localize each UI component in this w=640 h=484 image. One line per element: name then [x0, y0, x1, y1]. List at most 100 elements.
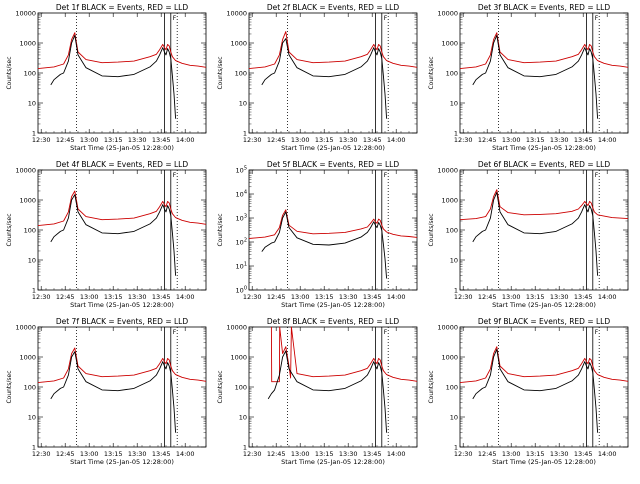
chart-title: Det 4f BLACK = Events, RED = LLD — [56, 160, 189, 169]
x-tick-label: 13:15 — [104, 450, 123, 458]
x-axis-label: Start Time (25-Jan-05 12:28:00) — [281, 144, 385, 152]
y-tick-label: 100 — [446, 70, 458, 78]
y-tick-exponent: 1 — [244, 262, 247, 268]
top-marker-label: F — [595, 15, 599, 22]
x-tick-label: 12:45 — [267, 293, 286, 301]
y-tick-label: 100 — [235, 384, 247, 392]
top-marker-label: F — [173, 329, 177, 336]
x-tick-label: 13:45 — [152, 136, 171, 144]
y-tick-exponent: 5 — [244, 166, 247, 172]
y-tick-label: 10 — [450, 100, 458, 108]
chart-title: Det 1f BLACK = Events, RED = LLD — [56, 3, 189, 12]
events-series-line — [472, 34, 599, 119]
x-tick-label: 12:30 — [243, 136, 262, 144]
x-axis-label: Start Time (25-Jan-05 12:28:00) — [281, 458, 385, 466]
panel-4: Det 4f BLACK = Events, RED = LLD 12:30 12:… — [6, 160, 207, 309]
x-tick-label: 12:30 — [454, 293, 473, 301]
y-tick-label: 100 — [24, 227, 36, 235]
y-tick-label: 1 — [243, 130, 247, 138]
y-tick-label: 100 — [235, 70, 247, 78]
y-tick-label: 100 — [446, 384, 458, 392]
x-tick-label: 13:45 — [363, 293, 382, 301]
x-tick-label: 14:00 — [387, 293, 406, 301]
y-tick-label: 10000 — [226, 324, 247, 332]
x-tick-label: 13:45 — [363, 136, 382, 144]
y-tick-label: 1000 — [19, 354, 36, 362]
x-tick-label: 14:00 — [176, 136, 195, 144]
x-tick-label: 13:30 — [339, 136, 358, 144]
lld-series-line — [248, 209, 418, 239]
top-marker-label: F — [384, 15, 388, 22]
x-tick-label: 12:45 — [56, 450, 75, 458]
y-tick-label: 1 — [32, 444, 36, 452]
lld-series-line — [37, 347, 207, 384]
events-series-line — [50, 351, 177, 433]
y-tick-label: 1 — [243, 444, 247, 452]
y-tick-label: 10 — [28, 100, 36, 108]
chart-title: Det 7f BLACK = Events, RED = LLD — [56, 317, 189, 326]
y-tick-label: 102 — [236, 238, 247, 247]
x-tick-label: 13:15 — [104, 293, 123, 301]
x-tick-label: 13:45 — [152, 293, 171, 301]
x-tick-label: 12:45 — [478, 136, 497, 144]
panel-8: Det 8f BLACK = Events, RED = LLD 12:30 12:… — [217, 317, 418, 466]
panel-2: Det 2f BLACK = Events, RED = LLD 12:30 12:… — [217, 3, 418, 152]
y-tick-label: 100 — [24, 384, 36, 392]
y-tick-label: 10 — [450, 257, 458, 265]
x-tick-label: 14:00 — [387, 136, 406, 144]
events-series-line — [472, 348, 599, 433]
y-tick-label: 1 — [454, 444, 458, 452]
top-marker-label: F — [595, 329, 599, 336]
x-tick-label: 13:00 — [291, 293, 310, 301]
top-marker-label: F — [173, 15, 177, 22]
chart-title: Det 2f BLACK = Events, RED = LLD — [267, 3, 400, 12]
chart-title: Det 9f BLACK = Events, RED = LLD — [478, 317, 611, 326]
x-tick-label: 13:00 — [80, 293, 99, 301]
x-tick-label: 13:45 — [574, 136, 593, 144]
y-tick-label: 10000 — [226, 10, 247, 18]
panel-1: Det 1f BLACK = Events, RED = LLD 12:30 12:… — [6, 3, 207, 152]
y-tick-exponent: 0 — [244, 286, 247, 292]
y-tick-label: 1000 — [19, 40, 36, 48]
y-tick-label: 10000 — [15, 324, 36, 332]
x-tick-label: 13:15 — [526, 450, 545, 458]
x-tick-label: 13:15 — [104, 136, 123, 144]
y-tick-label: 1000 — [441, 40, 458, 48]
y-axis-label: Counts/sec — [6, 56, 13, 89]
x-tick-label: 13:15 — [315, 450, 334, 458]
x-tick-label: 13:00 — [502, 450, 521, 458]
y-tick-exponent: 4 — [244, 190, 247, 196]
y-axis-label: Counts/sec — [428, 56, 435, 89]
y-axis-label: Counts/sec — [217, 56, 224, 89]
chart-title: Det 6f BLACK = Events, RED = LLD — [478, 160, 611, 169]
x-tick-label: 14:00 — [387, 450, 406, 458]
top-marker-label: F — [384, 329, 388, 336]
x-tick-label: 13:15 — [315, 136, 334, 144]
x-tick-label: 12:30 — [32, 136, 51, 144]
y-tick-label: 1 — [32, 287, 36, 295]
y-axis-label: Counts/sec — [428, 370, 435, 403]
lld-series-line — [459, 346, 629, 384]
x-axis-label: Start Time (25-Jan-05 12:28:00) — [492, 144, 596, 152]
plot-frame — [248, 326, 418, 448]
x-tick-label: 14:00 — [598, 450, 617, 458]
y-tick-label: 1 — [454, 130, 458, 138]
y-tick-label: 10 — [450, 414, 458, 422]
x-tick-label: 12:45 — [267, 136, 286, 144]
panel-5: Det 5f BLACK = Events, RED = LLD 12:30 12:… — [217, 160, 418, 309]
x-tick-label: 13:45 — [574, 450, 593, 458]
events-series-line — [50, 194, 177, 276]
x-tick-label: 13:30 — [550, 293, 569, 301]
panel-9: Det 9f BLACK = Events, RED = LLD 12:30 12:… — [428, 317, 629, 466]
x-tick-label: 12:30 — [243, 293, 262, 301]
x-tick-label: 13:00 — [80, 450, 99, 458]
x-axis-label: Start Time (25-Jan-05 12:28:00) — [70, 144, 174, 152]
x-tick-label: 12:45 — [56, 293, 75, 301]
y-axis-label: Counts/sec — [217, 213, 224, 246]
x-tick-label: 12:30 — [32, 293, 51, 301]
x-tick-label: 12:30 — [32, 450, 51, 458]
x-tick-label: 13:45 — [363, 450, 382, 458]
x-tick-label: 13:00 — [291, 450, 310, 458]
